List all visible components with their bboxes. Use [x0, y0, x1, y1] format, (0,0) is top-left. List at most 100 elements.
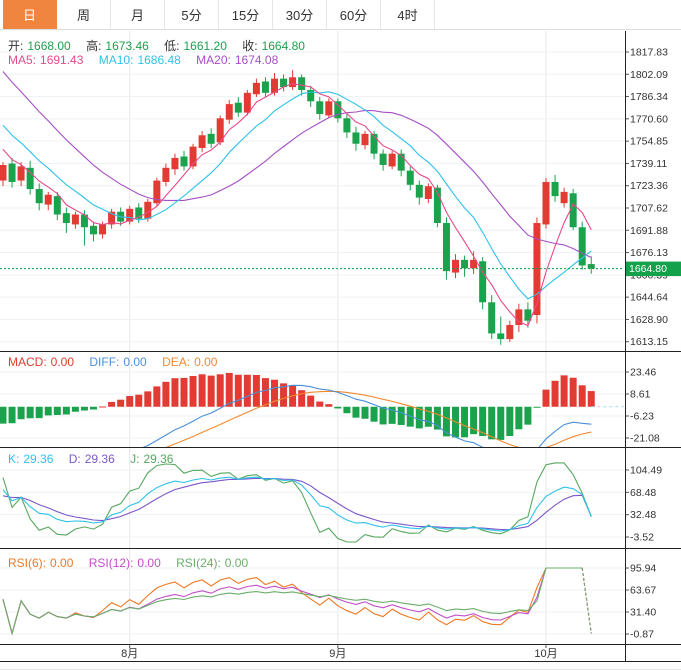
candle-down — [343, 118, 351, 133]
macd-bar — [126, 396, 134, 407]
macd-bar — [424, 406, 432, 427]
macd-bar — [406, 406, 414, 427]
macd-bar — [343, 406, 351, 414]
price-axis-label: 1754.85 — [630, 136, 668, 148]
candle-up — [126, 208, 134, 222]
kdj-axis-label: 32.48 — [630, 509, 656, 521]
macd-bar — [207, 375, 215, 407]
macd-bar — [225, 372, 233, 407]
price-axis-label: 1802.09 — [630, 69, 668, 81]
candle-down — [80, 214, 88, 228]
rsi24-line-dashed-end — [581, 567, 592, 634]
month-label: 10月 — [534, 648, 557, 660]
macd-axis-label: 8.61 — [630, 389, 651, 401]
candle-up — [0, 164, 7, 181]
candle-up — [388, 153, 396, 167]
macd-bar — [261, 378, 269, 407]
candle-down — [461, 259, 469, 269]
macd-bar — [26, 406, 34, 419]
macd-bar — [569, 377, 577, 407]
macd-bar — [117, 399, 125, 407]
macd-bar — [135, 394, 143, 407]
macd-bar — [8, 406, 16, 424]
candle-down — [352, 132, 360, 144]
candle-down — [261, 81, 269, 93]
ma10-line — [2, 91, 592, 300]
timeframe-toolbar: 日周月 5分 15分 30分 60分 4时 — [0, 0, 681, 30]
candle-down — [569, 193, 577, 228]
candle-down — [488, 302, 496, 334]
tab-week[interactable]: 周 — [57, 0, 111, 29]
candle-up — [108, 211, 116, 225]
candle-up — [515, 309, 523, 325]
kdj-axis-label: -3.52 — [630, 531, 654, 543]
candle-down — [397, 153, 405, 171]
tab-60min[interactable]: 60分 — [327, 0, 381, 29]
rsi-axis-label: 95.94 — [630, 563, 656, 575]
macd-panel — [0, 372, 624, 447]
last-price-badge — [626, 261, 681, 277]
macd-bar — [533, 406, 541, 408]
macd-bar — [415, 406, 423, 429]
candle-up — [243, 92, 251, 113]
tab-30min[interactable]: 30分 — [273, 0, 327, 29]
macd-bar — [524, 406, 532, 425]
macd-bar — [461, 406, 469, 438]
candle-up — [198, 135, 206, 149]
candle-up — [271, 78, 278, 93]
candle-up — [44, 194, 52, 205]
macd-bar — [189, 375, 197, 407]
rsi6-line — [2, 567, 583, 636]
macd-bar — [198, 374, 206, 407]
macd-bar — [0, 406, 7, 424]
tab-4hour[interactable]: 4时 — [381, 0, 435, 29]
candle-up — [424, 186, 432, 199]
candle-up — [225, 104, 233, 120]
tab-5min[interactable]: 5分 — [165, 0, 219, 29]
price-axis-label: 1676.13 — [630, 247, 668, 259]
macd-bar — [234, 374, 242, 407]
candle-up — [452, 259, 459, 273]
candle-down — [62, 213, 70, 224]
macd-bar — [62, 406, 70, 415]
macd-bar — [497, 406, 505, 440]
candle-down — [587, 264, 595, 269]
macd-bar — [71, 406, 79, 412]
macd-bar — [153, 386, 161, 407]
price-axis-label: 1691.88 — [630, 225, 668, 237]
macd-bar — [307, 395, 315, 407]
macd-bar — [243, 374, 251, 407]
candle-down — [280, 78, 288, 88]
rsi12-line — [2, 567, 583, 636]
rsi24-line — [2, 567, 583, 636]
tab-month[interactable]: 月 — [111, 0, 165, 29]
macd-bar — [144, 391, 152, 407]
macd-bar — [479, 406, 487, 437]
candle-down — [180, 156, 188, 167]
candle-down — [406, 170, 414, 185]
tab-day[interactable]: 日 — [3, 0, 57, 29]
tab-15min[interactable]: 15分 — [219, 0, 273, 29]
d-line — [2, 477, 592, 531]
price-axis-label: 1723.36 — [630, 180, 668, 192]
candle-down — [135, 207, 143, 219]
candle-up — [171, 157, 179, 170]
candle-down — [207, 133, 215, 144]
candle-down — [578, 227, 586, 266]
candle-up — [252, 82, 260, 95]
macd-bar — [99, 406, 107, 408]
macd-bar — [80, 406, 88, 411]
rsi-axis-label: 63.67 — [630, 585, 656, 597]
macd-bar — [252, 375, 260, 407]
macd-bar — [108, 401, 116, 407]
macd-bar — [506, 406, 514, 437]
macd-bar — [560, 375, 568, 407]
candle-down — [53, 196, 61, 215]
macd-bar — [162, 381, 170, 407]
candle-up — [162, 167, 170, 182]
macd-axis-label: 23.46 — [630, 366, 656, 378]
candle-down — [433, 187, 441, 224]
candle-up — [99, 224, 107, 235]
candle-up — [560, 191, 568, 204]
